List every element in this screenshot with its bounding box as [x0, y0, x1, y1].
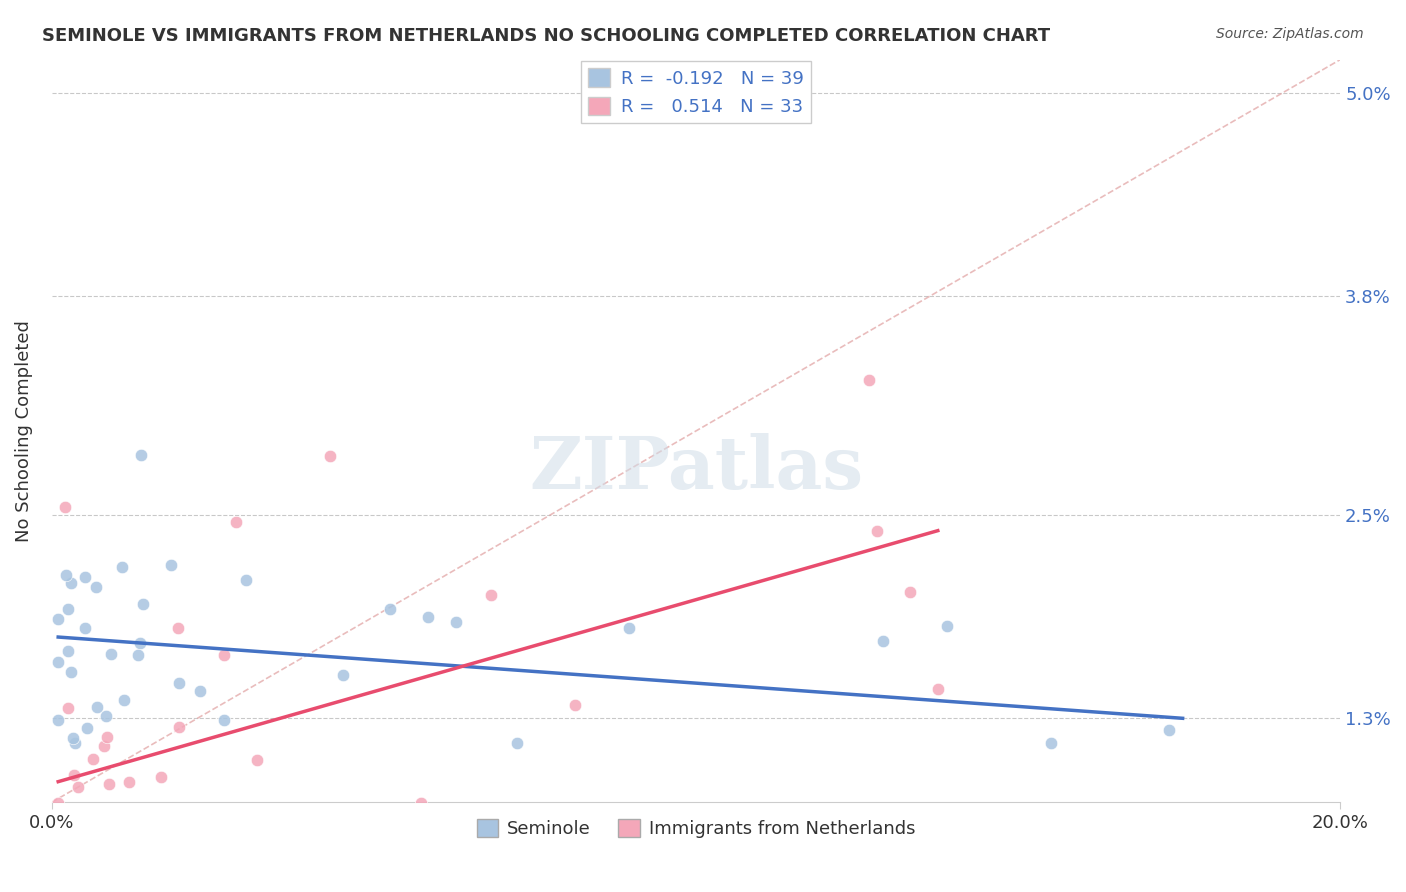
Seminole — [46, 612, 69, 626]
Immigrants from Netherlands — [166, 621, 188, 635]
Seminole — [129, 448, 152, 462]
Seminole — [1039, 736, 1062, 750]
Immigrants from Netherlands — [100, 880, 122, 892]
Seminole — [56, 643, 79, 657]
Seminole — [132, 597, 155, 611]
Immigrants from Netherlands — [53, 500, 76, 514]
Seminole — [75, 569, 97, 583]
Immigrants from Netherlands — [212, 648, 235, 662]
Seminole — [167, 676, 190, 690]
Seminole — [55, 568, 77, 582]
Seminole — [96, 708, 118, 723]
Seminole — [84, 580, 107, 594]
Y-axis label: No Schooling Completed: No Schooling Completed — [15, 320, 32, 541]
Seminole — [418, 609, 440, 624]
Immigrants from Netherlands — [70, 805, 93, 819]
Seminole — [617, 621, 640, 635]
Immigrants from Netherlands — [866, 524, 889, 538]
Immigrants from Netherlands — [96, 731, 118, 745]
Immigrants from Netherlands — [46, 797, 69, 811]
Seminole — [214, 713, 236, 727]
Immigrants from Netherlands — [97, 777, 120, 791]
Seminole — [60, 665, 83, 679]
Seminole — [46, 713, 69, 727]
Seminole — [159, 558, 181, 573]
Immigrants from Netherlands — [479, 588, 502, 602]
Seminole — [100, 647, 122, 661]
Seminole — [1171, 815, 1194, 830]
Seminole — [86, 700, 108, 714]
Immigrants from Netherlands — [900, 584, 922, 599]
Immigrants from Netherlands — [564, 698, 586, 712]
Seminole — [1157, 723, 1180, 738]
Seminole — [505, 736, 527, 750]
Immigrants from Netherlands — [169, 719, 191, 733]
Immigrants from Netherlands — [60, 880, 83, 892]
Seminole — [62, 731, 84, 745]
Seminole — [380, 602, 402, 616]
Immigrants from Netherlands — [83, 809, 105, 823]
Immigrants from Netherlands — [63, 767, 86, 781]
Text: ZIPatlas: ZIPatlas — [529, 433, 863, 504]
Immigrants from Netherlands — [149, 770, 172, 784]
Immigrants from Netherlands — [411, 796, 433, 810]
Immigrants from Netherlands — [49, 842, 72, 856]
Seminole — [127, 648, 149, 662]
Immigrants from Netherlands — [319, 449, 342, 463]
Immigrants from Netherlands — [118, 865, 141, 880]
Seminole — [63, 736, 86, 750]
Immigrants from Netherlands — [246, 754, 269, 768]
Immigrants from Netherlands — [927, 682, 949, 697]
Seminole — [129, 636, 152, 650]
Immigrants from Netherlands — [858, 372, 880, 386]
Seminole — [73, 621, 96, 635]
Seminole — [444, 615, 467, 629]
Seminole — [46, 655, 69, 669]
Immigrants from Netherlands — [46, 834, 69, 848]
Immigrants from Netherlands — [118, 775, 141, 789]
Immigrants from Netherlands — [67, 780, 90, 794]
Immigrants from Netherlands — [200, 880, 222, 892]
Seminole — [76, 721, 98, 735]
Text: SEMINOLE VS IMMIGRANTS FROM NETHERLANDS NO SCHOOLING COMPLETED CORRELATION CHART: SEMINOLE VS IMMIGRANTS FROM NETHERLANDS … — [42, 27, 1050, 45]
Seminole — [190, 684, 212, 698]
Seminole — [332, 668, 354, 682]
Seminole — [60, 576, 83, 591]
Seminole — [112, 693, 135, 707]
Immigrants from Netherlands — [82, 752, 104, 766]
Text: Source: ZipAtlas.com: Source: ZipAtlas.com — [1216, 27, 1364, 41]
Seminole — [936, 619, 959, 633]
Seminole — [235, 573, 257, 587]
Immigrants from Netherlands — [46, 880, 69, 892]
Legend: Seminole, Immigrants from Netherlands: Seminole, Immigrants from Netherlands — [470, 812, 922, 846]
Seminole — [872, 634, 894, 648]
Immigrants from Netherlands — [56, 701, 79, 715]
Seminole — [56, 602, 79, 616]
Immigrants from Netherlands — [93, 739, 115, 753]
Immigrants from Netherlands — [225, 515, 247, 529]
Seminole — [110, 559, 132, 574]
